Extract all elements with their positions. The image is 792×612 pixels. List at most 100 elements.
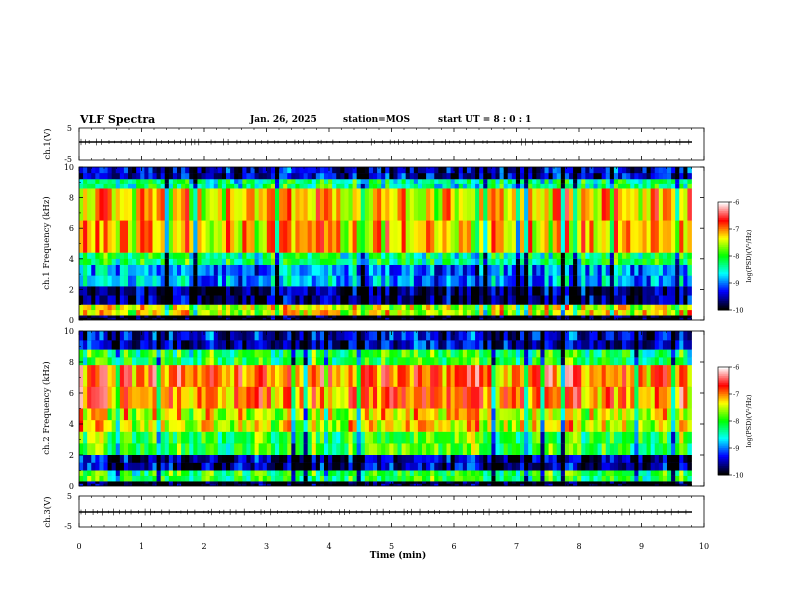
spectrogram-cell	[299, 295, 304, 305]
spectrogram-cell	[650, 357, 656, 366]
spectrogram-cell	[532, 462, 537, 471]
spectrogram-cell	[671, 349, 676, 358]
spectrogram-cell	[552, 340, 558, 350]
spectrogram-cell	[119, 286, 125, 296]
ch3-waveform-ytick-top: 5	[67, 492, 72, 501]
spectrogram-cell	[483, 252, 488, 259]
spectrogram-cell	[422, 252, 427, 259]
spectrogram-cell	[422, 275, 427, 287]
spectrogram-cell	[221, 179, 227, 184]
spectrogram-cell	[393, 431, 398, 444]
spectrogram-cell	[238, 386, 243, 409]
spectrogram-cell	[544, 258, 549, 265]
spectrogram-cell	[581, 386, 586, 409]
spectrogram-cell	[115, 179, 121, 184]
spectrogram-cell	[532, 220, 537, 253]
ch2-spectrogram-image	[79, 331, 692, 486]
spectrogram-cell	[303, 357, 309, 366]
spectrogram-cell	[622, 462, 627, 471]
spectrogram-cell	[287, 310, 292, 316]
spectrogram-cell	[230, 443, 235, 455]
spectrogram-cell	[230, 173, 235, 180]
spectrogram-cell	[230, 315, 235, 318]
spectrogram-cell	[311, 183, 317, 189]
spectrogram-cell	[205, 420, 211, 432]
spectrogram-cell	[295, 462, 300, 471]
spectrogram-cell	[658, 310, 664, 316]
spectrogram-cell	[295, 386, 300, 409]
spectrogram-cell	[462, 462, 468, 471]
spectrogram-cell	[532, 365, 537, 387]
spectrogram-cell	[646, 188, 652, 221]
spectrogram-cell	[246, 475, 251, 482]
spectrogram-cell	[368, 408, 374, 421]
spectrogram-cell	[193, 357, 198, 366]
spectrogram-cell	[532, 295, 537, 305]
spectrogram-cell	[475, 179, 480, 184]
spectrogram-cell	[213, 252, 219, 259]
spectrogram-cell	[266, 317, 272, 320]
spectrogram-cell	[189, 331, 194, 341]
spectrogram-cell	[581, 431, 586, 444]
spectrogram-cell	[671, 386, 676, 409]
spectrogram-cell	[687, 481, 692, 484]
spectrogram-cell	[528, 188, 533, 221]
spectrogram-cell	[532, 481, 537, 484]
spectrogram-cell	[597, 220, 603, 253]
spectrogram-cell	[360, 252, 366, 259]
spectrogram-cell	[613, 475, 619, 482]
spectrogram-cell	[238, 304, 243, 311]
spectrogram-cell	[291, 443, 296, 455]
spectrogram-cell	[226, 183, 231, 189]
spectrogram-cell	[324, 167, 329, 174]
spectrogram-cell	[217, 295, 223, 305]
spectrogram-cell	[373, 349, 378, 358]
spectrogram-cell	[266, 220, 272, 253]
spectrogram-cell	[487, 365, 492, 387]
spectrogram-cell	[524, 295, 529, 305]
spectrogram-cell	[585, 252, 590, 259]
spectrogram-cell	[136, 475, 141, 482]
spectrogram-cell	[205, 275, 211, 287]
spectrogram-cell	[377, 286, 382, 296]
spectrogram-cell	[654, 443, 660, 455]
spectrogram-cell	[103, 310, 108, 316]
spectrogram-cell	[589, 386, 594, 409]
spectrogram-cell	[103, 386, 108, 409]
spectrogram-cell	[556, 188, 562, 221]
spectrogram-cell	[458, 317, 464, 320]
spectrogram-cell	[442, 420, 447, 432]
spectrogram-cell	[307, 317, 313, 320]
spectrogram-cell	[99, 408, 104, 421]
spectrogram-cell	[360, 220, 366, 253]
spectrogram-cell	[528, 252, 533, 259]
spectrogram-cell	[662, 349, 668, 358]
spectrogram-cell	[201, 340, 206, 350]
spectrogram-cell	[560, 420, 566, 432]
spectrogram-cell	[671, 304, 676, 311]
spectrogram-cell	[577, 179, 582, 184]
spectrogram-cell	[205, 357, 211, 366]
spectrogram-cell	[479, 349, 484, 358]
spectrogram-cell	[597, 462, 603, 471]
spectrogram-cell	[609, 286, 615, 296]
spectrogram-cell	[348, 462, 353, 471]
spectrogram-cell	[136, 188, 141, 221]
spectrogram-cell	[107, 317, 113, 320]
spectrogram-cell	[405, 304, 411, 311]
spectrogram-cell	[213, 365, 219, 387]
spectrogram-cell	[622, 252, 627, 259]
spectrogram-cell	[168, 258, 174, 265]
spectrogram-cell	[573, 420, 578, 432]
spectrogram-cell	[409, 455, 415, 463]
spectrogram-cell	[450, 295, 456, 305]
spectrogram-cell	[487, 470, 492, 476]
spectrogram-cell	[283, 455, 288, 463]
spectrogram-cell	[201, 179, 206, 184]
spectrogram-cell	[413, 481, 419, 484]
spectrogram-cell	[458, 455, 464, 463]
spectrogram-cell	[597, 173, 603, 180]
spectrogram-cell	[491, 252, 496, 259]
spectrogram-cell	[168, 340, 174, 350]
spectrogram-cell	[634, 420, 639, 432]
